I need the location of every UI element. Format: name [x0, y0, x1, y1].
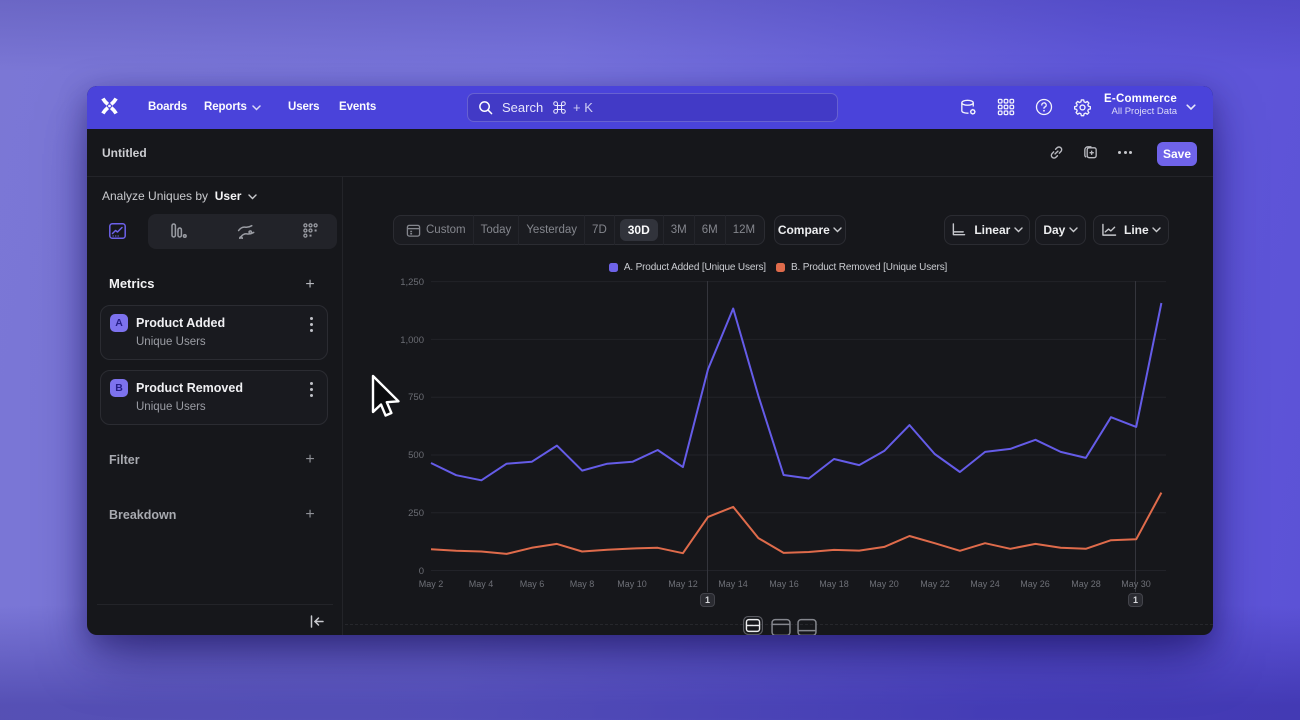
svg-text:250: 250 [408, 508, 424, 519]
svg-text:750: 750 [408, 392, 424, 403]
svg-text:May 10: May 10 [617, 579, 647, 589]
svg-text:May 28: May 28 [1071, 579, 1101, 589]
svg-text:500: 500 [408, 450, 424, 461]
svg-text:May 26: May 26 [1020, 579, 1050, 589]
svg-text:May 4: May 4 [469, 579, 494, 589]
svg-text:May 20: May 20 [869, 579, 899, 589]
svg-text:May 2: May 2 [419, 579, 444, 589]
svg-text:May 24: May 24 [970, 579, 1000, 589]
svg-text:May 22: May 22 [920, 579, 950, 589]
svg-text:May 16: May 16 [769, 579, 799, 589]
svg-text:May 14: May 14 [718, 579, 748, 589]
svg-text:May 12: May 12 [668, 579, 698, 589]
svg-text:1,000: 1,000 [400, 335, 424, 346]
svg-text:1: 1 [705, 595, 710, 605]
svg-text:May 6: May 6 [520, 579, 545, 589]
svg-text:May 18: May 18 [819, 579, 849, 589]
svg-text:May 30: May 30 [1121, 579, 1151, 589]
svg-text:1,250: 1,250 [400, 277, 424, 288]
svg-text:0: 0 [419, 566, 424, 577]
svg-text:1: 1 [1133, 595, 1138, 605]
svg-text:May 8: May 8 [570, 579, 595, 589]
